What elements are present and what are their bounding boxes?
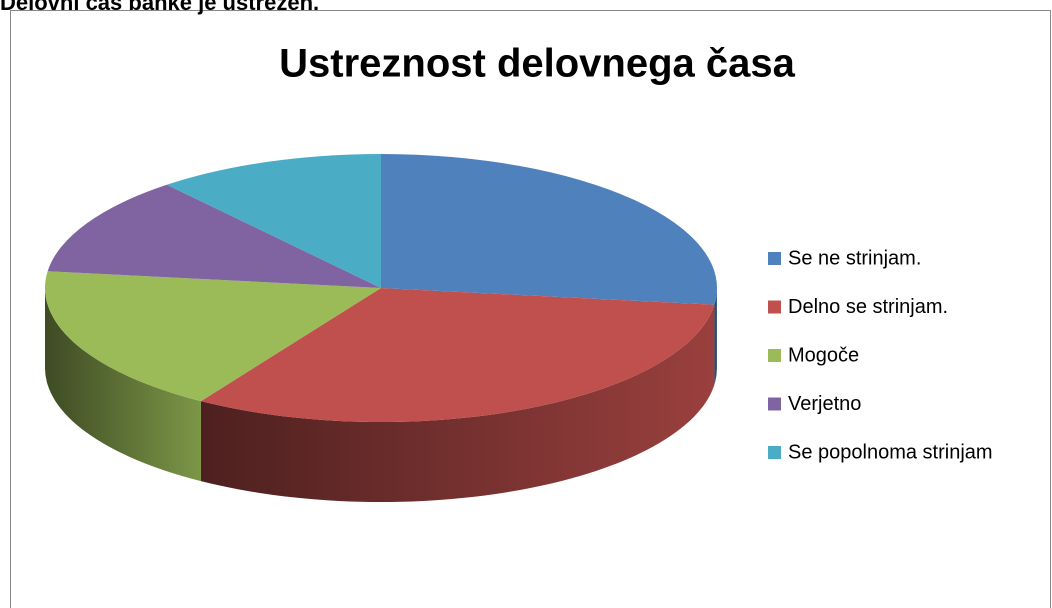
legend-label: Verjetno xyxy=(788,393,861,415)
legend-swatch xyxy=(768,446,781,459)
slice xyxy=(47,184,381,288)
legend-label: Se popolnoma strinjam xyxy=(788,441,993,463)
legend-swatch xyxy=(768,349,781,362)
legend-label: Se ne strinjam. xyxy=(788,247,921,269)
slice-side xyxy=(200,304,715,502)
slice xyxy=(44,271,381,402)
slice xyxy=(381,154,717,305)
legend-label: Mogoče xyxy=(788,344,859,366)
legend-swatch xyxy=(768,397,781,411)
legend-swatch xyxy=(768,300,781,314)
chart-title: Ustreznost delovnega časa xyxy=(279,42,795,86)
legend-label: Delno se strinjam. xyxy=(788,296,948,318)
slice xyxy=(166,154,381,288)
slice xyxy=(200,288,715,422)
header: Delovni čas banke je ustrezen. xyxy=(0,0,319,15)
legend-swatch xyxy=(768,252,781,265)
slice-side xyxy=(714,288,717,385)
slice-side xyxy=(45,288,201,482)
